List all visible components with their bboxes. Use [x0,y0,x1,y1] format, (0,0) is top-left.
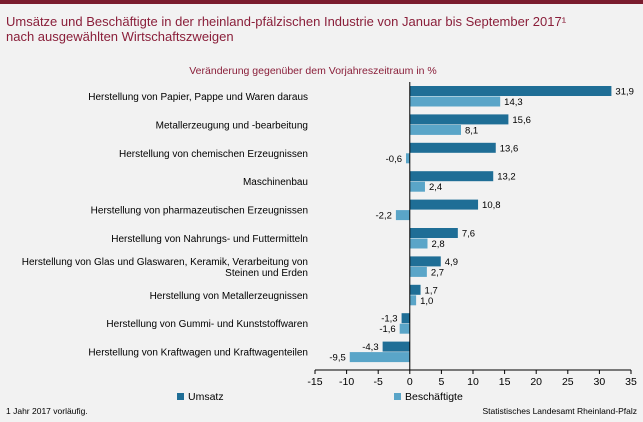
value-label-beschaeftigte: -2,2 [376,211,392,222]
category-label: Metallerzeugung und -bearbeitung [156,120,308,131]
top-accent-bar [0,0,643,4]
value-label-umsatz: 10,8 [482,200,501,211]
legend-swatch-beschaeftigte [394,393,401,400]
x-tick-label: -5 [374,376,383,388]
chart-title-line2: nach ausgewählten Wirtschaftszweigen [6,29,234,44]
bar-beschaeftigte [406,153,410,164]
bar-beschaeftigte [409,96,501,107]
x-tick-label: 5 [438,376,444,388]
category-label: Herstellung von chemischen Erzeugnissen [119,149,308,160]
legend-swatch-umsatz [177,393,184,400]
plot-background [0,60,643,422]
value-label-umsatz: -4,3 [362,342,378,353]
value-label-umsatz: -1,3 [381,314,397,325]
title-area: Umsätze und Beschäftigte in der rheinlan… [0,4,643,60]
category-label: Herstellung von Papier, Pappe und Waren … [88,92,308,103]
x-tick-label: 25 [562,376,574,388]
value-label-beschaeftigte: 1,0 [420,296,433,307]
bar-umsatz [382,341,410,352]
value-label-beschaeftigte: 14,3 [504,97,523,108]
category-label: Herstellung von Nahrungs- und Futtermitt… [111,234,308,245]
legend-label-umsatz: Umsatz [188,391,224,403]
value-label-beschaeftigte: 2,4 [429,182,442,193]
value-label-umsatz: 31,9 [615,87,634,98]
bar-umsatz [409,228,458,238]
bar-beschaeftigte [409,266,427,277]
chart-subtitle: Veränderung gegenüber dem Vorjahreszeitr… [189,65,437,77]
bar-umsatz [409,171,494,182]
bar-umsatz [409,284,421,295]
category-label: Herstellung von pharmazeutischen Erzeugn… [91,206,308,217]
bar-umsatz [409,86,612,96]
value-label-umsatz: 13,6 [500,143,519,154]
value-label-beschaeftigte: -0,6 [386,154,402,165]
value-label-beschaeftigte: 8,1 [465,125,478,136]
bar-beschaeftigte [409,124,461,135]
x-tick-label: 30 [594,376,606,388]
category-label: Maschinenbau [243,177,308,188]
bar-beschaeftigte [395,210,410,221]
x-tick-label: 0 [407,376,413,388]
category-label: Steinen und Erden [225,268,308,279]
bar-beschaeftigte [409,295,417,306]
value-label-beschaeftigte: 2,8 [431,239,444,250]
x-tick-label: 35 [625,376,637,388]
category-label: Herstellung von Kraftwagen und Kraftwage… [88,348,308,359]
category-label: Herstellung von Gummi- und Kunststoffwar… [106,319,308,330]
x-tick-label: -10 [339,376,354,388]
source-note: Statistisches Landesamt Rheinland-Pfalz [483,406,638,416]
legend-label-beschaeftigte: Beschäftigte [405,391,463,403]
value-label-umsatz: 15,6 [512,115,531,126]
bar-umsatz [409,114,509,125]
value-label-beschaeftigte: -1,6 [379,324,395,335]
bar-umsatz [409,256,441,267]
category-label: Herstellung von Glas und Glaswaren, Kera… [22,257,308,268]
chart-title: Umsätze und Beschäftigte in der rheinlan… [6,14,567,29]
value-label-beschaeftigte: 2,7 [431,267,444,278]
x-tick-label: 10 [467,376,479,388]
value-label-umsatz: 1,7 [425,285,438,296]
category-label: Herstellung von Metallerzeugnissen [150,291,308,302]
value-label-umsatz: 13,2 [497,172,516,183]
value-label-umsatz: 7,6 [462,229,475,240]
x-tick-label: 20 [530,376,542,388]
x-tick-label: -15 [307,376,322,388]
bar-umsatz [409,199,479,210]
bar-umsatz [401,313,410,324]
value-label-beschaeftigte: -9,5 [329,353,345,364]
bar-beschaeftigte [349,352,410,363]
footnote: 1 Jahr 2017 vorläufig. [6,406,88,416]
x-tick-label: 15 [499,376,511,388]
bar-beschaeftigte [399,323,410,334]
bar-beschaeftigte [409,181,425,192]
bar-umsatz [409,142,496,153]
bar-beschaeftigte [409,238,428,249]
value-label-umsatz: 4,9 [445,257,458,268]
